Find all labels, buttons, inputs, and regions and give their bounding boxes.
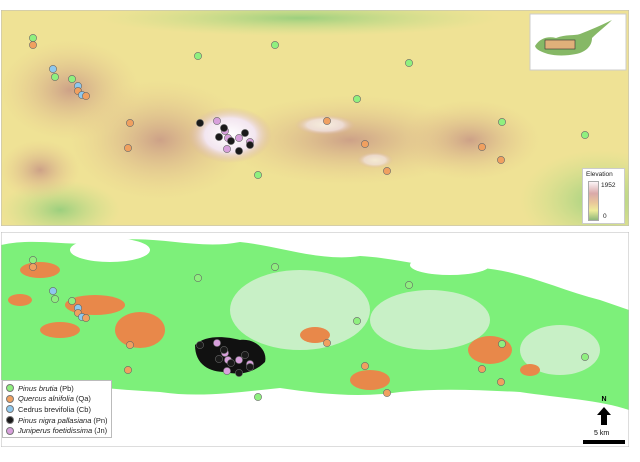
site-marker-jn	[235, 134, 243, 142]
legend-species-code: Cedrus brevifolia (Cb)	[18, 404, 91, 414]
site-marker-pn	[235, 147, 243, 155]
site-marker-pn	[227, 137, 235, 145]
legend-species-code: (Jn)	[94, 426, 108, 436]
site-marker-qa	[124, 366, 132, 374]
site-marker-qa	[126, 341, 134, 349]
site-marker-qa	[29, 263, 37, 271]
site-marker-pn	[215, 355, 223, 363]
site-marker-jn	[213, 117, 221, 125]
site-marker-pn	[241, 129, 249, 137]
legend-swatch	[6, 394, 14, 403]
site-marker-pb	[254, 171, 262, 179]
site-marker-pb	[581, 353, 589, 361]
site-marker-pb	[353, 95, 361, 103]
north-arrow-icon	[597, 407, 611, 425]
legend-item-pb: Pinus brutia (Pb)	[6, 383, 108, 394]
site-marker-pn	[235, 369, 243, 377]
legend-swatch	[6, 384, 14, 393]
site-marker-qa	[383, 389, 391, 397]
elevation-legend-title: Elevation	[586, 171, 613, 178]
site-marker-qa	[497, 156, 505, 164]
legend-species-code: (Qa)	[75, 394, 91, 404]
sample-points-landcover	[29, 256, 589, 401]
scale-bar-label: 5 km	[594, 430, 610, 437]
site-marker-pn	[196, 119, 204, 127]
legend-species-name: Pinus brutia	[18, 383, 58, 393]
site-marker-pn	[196, 341, 204, 349]
legend-item-jn: Juniperus foetidissima (Jn)	[6, 425, 108, 436]
elevation-min-label: 0	[603, 213, 607, 220]
site-marker-pb	[498, 118, 506, 126]
species-legend: Pinus brutia (Pb) Quercus alnifolia (Qa) Ced…	[2, 380, 112, 438]
inset-extent-box	[544, 39, 576, 50]
site-marker-qa	[361, 140, 369, 148]
site-marker-jn	[223, 145, 231, 153]
legend-species-name: Quercus alnifolia	[18, 394, 74, 404]
site-marker-qa	[82, 314, 90, 322]
site-marker-qa	[29, 41, 37, 49]
site-marker-pb	[194, 52, 202, 60]
site-marker-pb	[29, 256, 37, 264]
elevation-max-label: 1952	[601, 182, 616, 189]
site-marker-pn	[215, 133, 223, 141]
site-marker-pb	[29, 34, 37, 42]
legend-item-pn: Pinus nigra pallasiana (Pn)	[6, 415, 108, 426]
site-marker-qa	[126, 119, 134, 127]
scale-bar	[583, 440, 625, 444]
site-marker-pb	[271, 41, 279, 49]
site-marker-pn	[220, 346, 228, 354]
site-marker-pb	[405, 281, 413, 289]
site-marker-qa	[383, 167, 391, 175]
site-marker-pn	[246, 141, 254, 149]
legend-item-qa: Quercus alnifolia (Qa)	[6, 394, 108, 405]
site-marker-pn	[246, 363, 254, 371]
site-marker-qa	[497, 378, 505, 386]
legend-swatch	[6, 405, 14, 414]
site-marker-cb	[49, 287, 57, 295]
site-marker-qa	[323, 339, 331, 347]
site-marker-jn	[235, 356, 243, 364]
site-marker-qa	[323, 117, 331, 125]
cyprus-inset-map	[529, 13, 627, 71]
site-marker-pb	[51, 295, 59, 303]
site-marker-pb	[498, 340, 506, 348]
site-marker-pb	[405, 59, 413, 67]
sample-points-elevation	[29, 34, 589, 179]
site-marker-cb	[49, 65, 57, 73]
north-label: N	[601, 396, 607, 403]
legend-species-code: (Pb)	[59, 383, 74, 393]
site-marker-pb	[68, 297, 76, 305]
site-marker-qa	[124, 144, 132, 152]
legend-item-cb: Cedrus brevifolia (Cb)	[6, 404, 108, 415]
legend-species-code: (Pn)	[93, 415, 108, 425]
site-marker-qa	[478, 143, 486, 151]
legend-swatch	[6, 426, 14, 435]
elevation-legend: Elevation 1952 0	[582, 168, 625, 224]
site-marker-qa	[478, 365, 486, 373]
site-marker-pb	[581, 131, 589, 139]
site-marker-qa	[82, 92, 90, 100]
site-marker-pb	[51, 73, 59, 81]
site-marker-jn	[213, 339, 221, 347]
site-marker-jn	[223, 367, 231, 375]
elevation-color-ramp	[588, 181, 599, 221]
site-marker-pb	[271, 263, 279, 271]
legend-swatch	[6, 416, 14, 425]
legend-species-name: Pinus nigra pallasiana	[18, 415, 92, 425]
site-marker-pb	[68, 75, 76, 83]
site-marker-pb	[194, 274, 202, 282]
site-marker-qa	[361, 362, 369, 370]
site-marker-pn	[227, 359, 235, 367]
site-marker-pb	[254, 393, 262, 401]
site-marker-pn	[220, 124, 228, 132]
legend-species-name: Juniperus foetidissima	[18, 426, 93, 436]
site-marker-pb	[353, 317, 361, 325]
site-marker-pn	[241, 351, 249, 359]
landcover-map	[1, 232, 629, 447]
